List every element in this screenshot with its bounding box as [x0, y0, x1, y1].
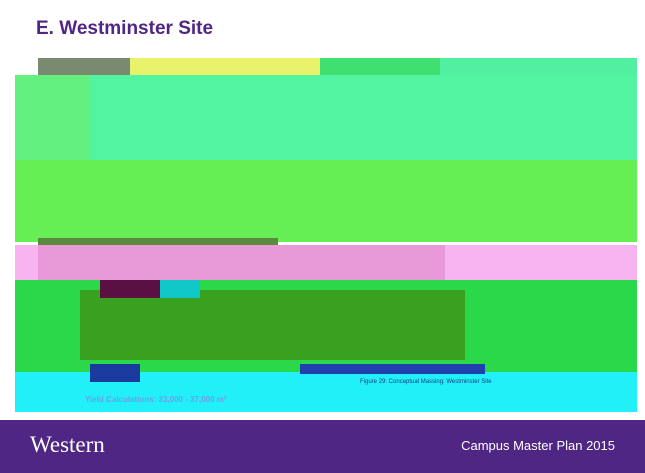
logo: Western — [30, 432, 105, 457]
site-image: Figure 29: Conceptual Massing: Westminst… — [15, 58, 637, 412]
yield-text: Yield Calculations: 33,000 - 37,000 m² — [85, 395, 227, 404]
figure-caption: Figure 29: Conceptual Massing: Westminst… — [360, 379, 492, 385]
footer: Western Campus Master Plan 2015 — [0, 420, 645, 473]
footer-text: Campus Master Plan 2015 — [461, 438, 615, 453]
slide-title: E. Westminster Site — [36, 18, 214, 39]
